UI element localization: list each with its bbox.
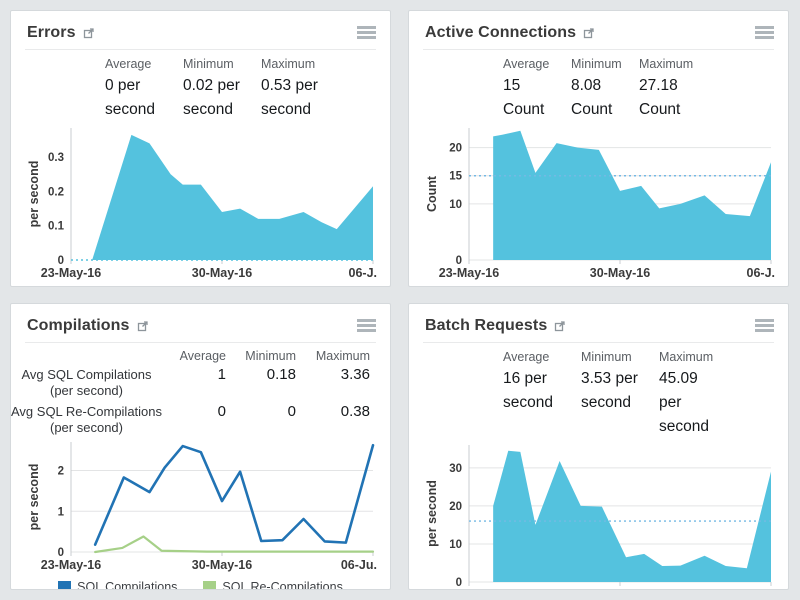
legend-item-sql-recompilations[interactable]: SQL Re-Compilations <box>203 580 343 589</box>
stat-minimum: Minimum 3.53 per second <box>581 350 638 412</box>
legend-swatch-green <box>203 580 217 589</box>
compilations-legend: SQL Compilations SQL Re-Compilations <box>11 580 390 589</box>
panel-active-connections-header: Active Connections <box>409 11 788 49</box>
svg-text:10: 10 <box>449 199 462 211</box>
svg-text:23-May-16: 23-May-16 <box>439 588 499 590</box>
svg-text:06-J.: 06-J. <box>349 266 378 280</box>
svg-text:23-May-16: 23-May-16 <box>41 266 101 280</box>
svg-text:per second: per second <box>425 480 439 547</box>
panel-compilations-header: Compilations <box>11 304 390 342</box>
panel-batch-requests: Batch Requests Average 16 per second Min… <box>408 303 789 590</box>
svg-text:0.1: 0.1 <box>48 221 65 233</box>
svg-text:0.3: 0.3 <box>48 152 64 164</box>
svg-text:06-J.: 06-J. <box>747 266 776 280</box>
svg-text:per second: per second <box>27 161 41 228</box>
compilations-stats-table: Average Minimum Maximum Avg SQL Compilat… <box>11 347 378 436</box>
svg-text:15: 15 <box>449 171 462 183</box>
stat-minimum: Minimum 8.08 Count <box>571 57 622 119</box>
external-link-icon[interactable] <box>583 27 595 39</box>
batch-requests-chart-canvas[interactable]: 0 10 20 30 23-May-16 30-May-16 06-J. per second <box>423 439 776 590</box>
header-divider <box>423 342 774 343</box>
errors-chart: 0 0.1 0.2 0.3 23-May-16 30-May-16 06-J. per sec… <box>11 122 390 286</box>
external-link-icon[interactable] <box>83 27 95 39</box>
svg-text:23-May-16: 23-May-16 <box>439 266 499 280</box>
stat-average: Average 0 per second <box>105 57 155 119</box>
compilations-chart-canvas[interactable]: 0 1 2 23-May-16 30-May-16 06-Ju. per second <box>25 436 378 574</box>
svg-text:30-May-16: 30-May-16 <box>192 266 252 280</box>
stat-minimum: Minimum 0.02 per second <box>183 57 240 119</box>
svg-text:23-May-16: 23-May-16 <box>41 558 101 572</box>
compilations-chart: 0 1 2 23-May-16 30-May-16 06-Ju. per second <box>11 436 390 579</box>
panel-errors-title: Errors <box>27 23 76 41</box>
svg-text:30-May-16: 30-May-16 <box>192 558 252 572</box>
external-link-icon[interactable] <box>137 320 149 332</box>
stat-maximum: Maximum 27.18 Count <box>639 57 694 119</box>
svg-text:0.2: 0.2 <box>48 186 64 198</box>
panel-active-connections: Active Connections Average 15 Count Mini… <box>408 10 789 287</box>
panel-compilations: Compilations Average Minimum Maximum Avg… <box>10 303 391 590</box>
panel-errors-header: Errors <box>11 11 390 49</box>
svg-text:10: 10 <box>449 539 462 551</box>
svg-text:per second: per second <box>27 464 41 531</box>
stat-average: Average 16 per second <box>503 350 553 412</box>
batch-requests-stats: Average 16 per second Minimum 3.53 per s… <box>503 350 778 439</box>
svg-text:06-J.: 06-J. <box>747 588 776 590</box>
hamburger-menu-icon[interactable] <box>753 316 776 335</box>
panel-compilations-title: Compilations <box>27 316 130 334</box>
header-divider <box>423 49 774 50</box>
svg-text:0: 0 <box>456 577 462 589</box>
svg-text:20: 20 <box>449 501 462 513</box>
legend-item-sql-compilations[interactable]: SQL Compilations <box>58 580 177 589</box>
svg-text:2: 2 <box>58 466 64 478</box>
stat-maximum: Maximum 45.09 per second <box>659 350 714 436</box>
panel-batch-requests-title: Batch Requests <box>425 316 548 334</box>
svg-text:Count: Count <box>425 175 439 212</box>
external-link-icon[interactable] <box>554 320 566 332</box>
panel-errors: Errors Average 0 per second Minimum 0.02… <box>10 10 391 287</box>
stats-table-row-sql-compilations: Avg SQL Compilations (per second) 1 0.18… <box>21 366 370 399</box>
svg-text:30-May-16: 30-May-16 <box>590 588 650 590</box>
svg-text:30-May-16: 30-May-16 <box>590 266 650 280</box>
header-divider <box>25 342 376 343</box>
header-divider <box>25 49 376 50</box>
stat-maximum: Maximum 0.53 per second <box>261 57 318 119</box>
errors-stats: Average 0 per second Minimum 0.02 per se… <box>105 57 380 122</box>
panel-batch-requests-header: Batch Requests <box>409 304 788 342</box>
active-connections-stats: Average 15 Count Minimum 8.08 Count Maxi… <box>503 57 778 122</box>
hamburger-menu-icon[interactable] <box>355 23 378 42</box>
svg-text:30: 30 <box>449 463 462 475</box>
batch-requests-chart: 0 10 20 30 23-May-16 30-May-16 06-J. per second <box>409 439 788 590</box>
stats-table-header: Average Minimum Maximum <box>179 349 370 363</box>
legend-swatch-blue <box>58 580 72 589</box>
svg-text:0: 0 <box>58 255 64 267</box>
active-connections-chart: 0 10 15 20 23-May-16 30-May-16 06-J. Count <box>409 122 788 286</box>
hamburger-menu-icon[interactable] <box>753 23 776 42</box>
stat-average: Average 15 Count <box>503 57 550 119</box>
svg-text:1: 1 <box>58 506 65 518</box>
svg-text:0: 0 <box>456 255 462 267</box>
svg-text:20: 20 <box>449 143 462 155</box>
svg-text:06-Ju.: 06-Ju. <box>341 558 377 572</box>
errors-chart-canvas[interactable]: 0 0.1 0.2 0.3 23-May-16 30-May-16 06-J. per sec… <box>25 122 378 282</box>
active-connections-chart-canvas[interactable]: 0 10 15 20 23-May-16 30-May-16 06-J. Count <box>423 122 776 282</box>
stats-table-row-sql-recompilations: Avg SQL Re-Compilations (per second) 0 0… <box>11 402 370 435</box>
hamburger-menu-icon[interactable] <box>355 316 378 335</box>
panel-active-connections-title: Active Connections <box>425 23 577 41</box>
svg-text:0: 0 <box>58 547 64 559</box>
